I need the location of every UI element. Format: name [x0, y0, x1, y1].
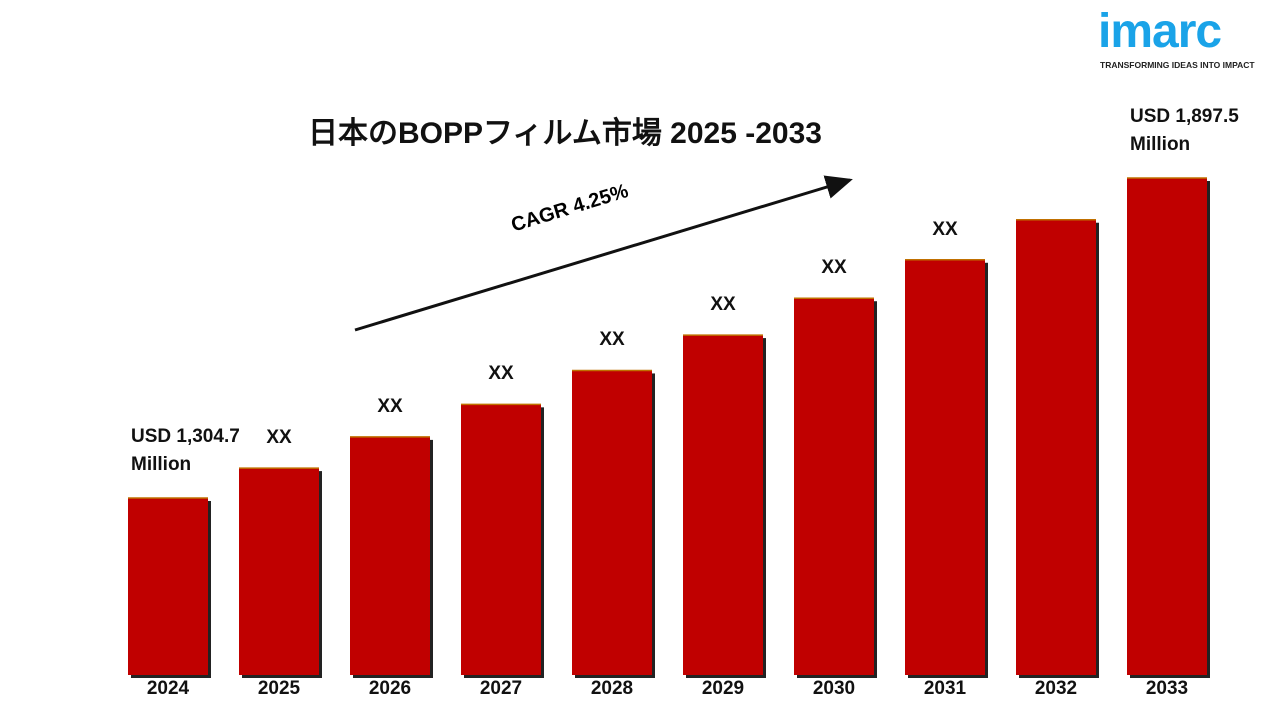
- x-tick-label: 2024: [146, 678, 190, 699]
- bar: [683, 335, 763, 675]
- bar: [1127, 178, 1207, 675]
- x-tick-label: 2030: [812, 678, 856, 699]
- bar: [350, 436, 430, 675]
- chart-title: 日本のBOPPフィルム市場 2025 -2033: [308, 117, 822, 150]
- logo-tagline: TRANSFORMING IDEAS INTO IMPACT: [1100, 60, 1255, 70]
- bar: [239, 468, 319, 675]
- value-label: XX: [599, 329, 625, 351]
- bar: [128, 498, 208, 675]
- bar: [572, 370, 652, 675]
- x-tick-label: 2032: [1034, 678, 1078, 699]
- x-tick-label: 2031: [923, 678, 967, 699]
- logo: imarc: [1098, 5, 1222, 58]
- bar: [905, 259, 985, 675]
- value-label: XX: [932, 218, 958, 240]
- x-tick-label: 2027: [479, 678, 523, 699]
- x-tick-label: 2028: [590, 678, 634, 699]
- value-label: XX: [710, 294, 736, 316]
- value-label: USD 1,897.5 Million: [1130, 106, 1239, 155]
- value-label: USD 1,304.7 Million: [131, 426, 240, 475]
- trend-arrow: [354, 175, 853, 332]
- bar: [794, 298, 874, 675]
- value-label: XX: [488, 363, 514, 385]
- x-tick-label: 2029: [701, 678, 745, 699]
- bar: [461, 404, 541, 675]
- x-tick-label: 2026: [368, 678, 412, 699]
- bar: [1016, 219, 1096, 675]
- value-label: XX: [377, 395, 403, 417]
- x-tick-label: 2025: [257, 678, 301, 699]
- x-tick-label: 2033: [1145, 678, 1189, 699]
- value-label: XX: [266, 427, 292, 449]
- value-label: XX: [821, 257, 847, 279]
